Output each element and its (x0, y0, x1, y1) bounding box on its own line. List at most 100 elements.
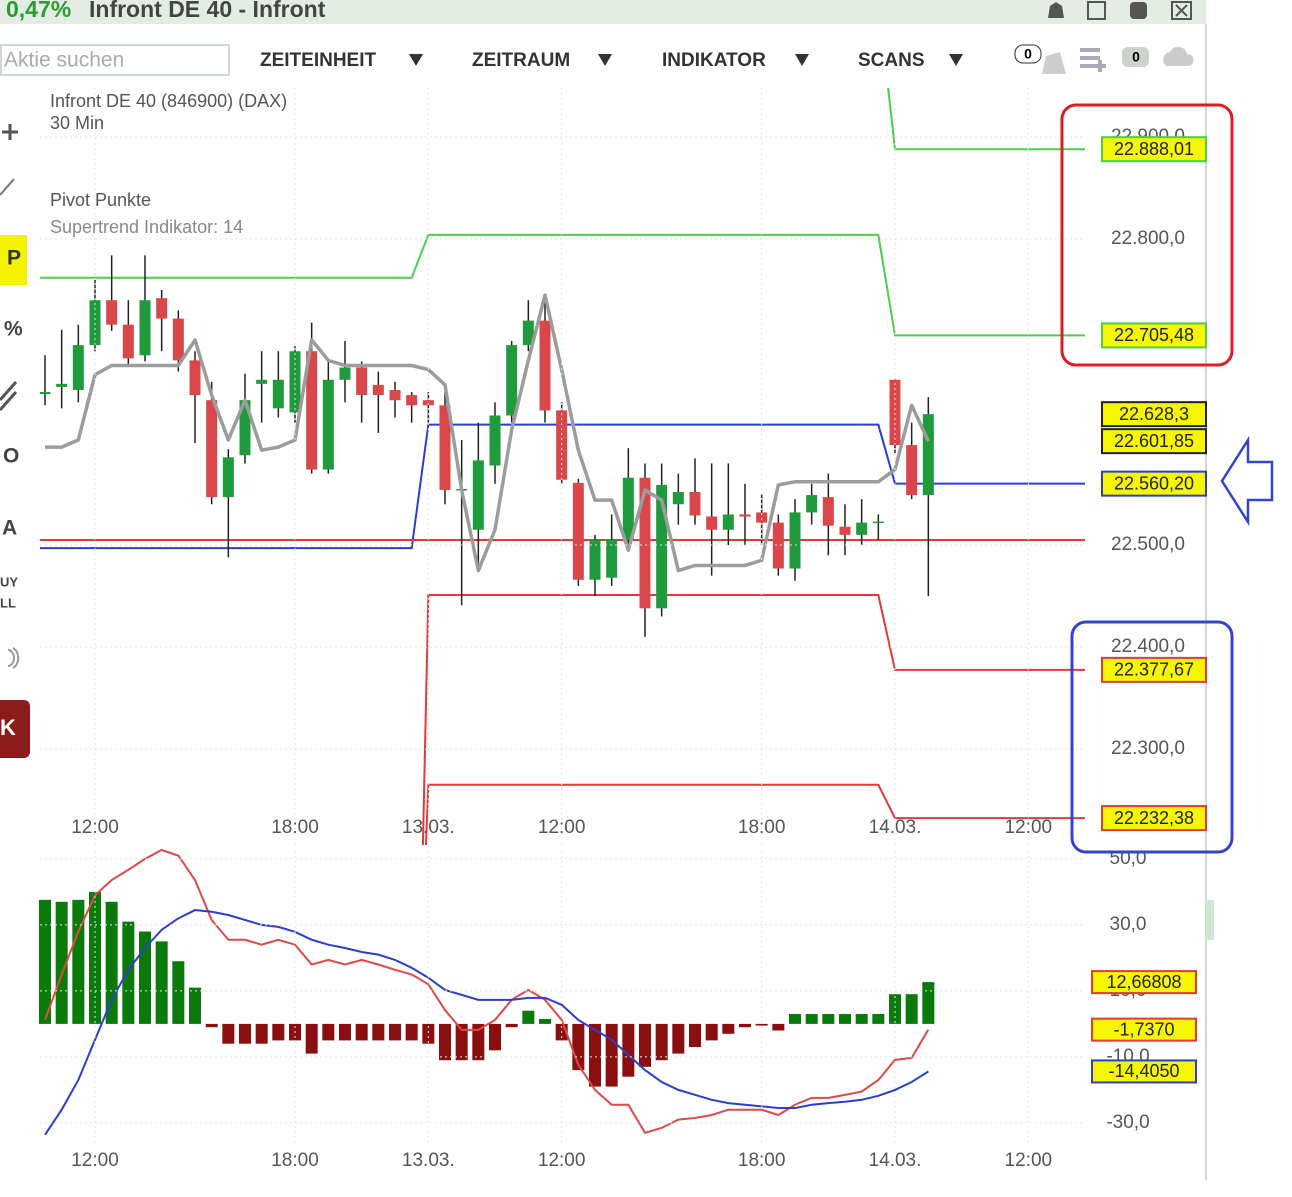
histogram-bar (722, 1023, 735, 1034)
bell-icon[interactable] (1048, 2, 1064, 18)
candle-body (289, 351, 301, 413)
menu-item[interactable]: SCANS (858, 50, 925, 71)
search-input[interactable] (0, 44, 230, 76)
candle-body (72, 345, 84, 390)
tool-icon[interactable] (0, 178, 15, 196)
cloud-icon[interactable] (1163, 46, 1194, 66)
y-tick-label: 22.500,0 (1111, 534, 1185, 555)
histogram-bar (389, 1023, 401, 1041)
candle-body (856, 522, 868, 535)
macd-chart: 12:00 18:00 13.03. 12:00 18:00 14.03. 12:0050,… (39, 848, 1150, 1171)
value-badge (1101, 322, 1207, 349)
menu-item[interactable]: INDIKATOR (662, 50, 766, 71)
candle-body (406, 395, 418, 406)
candle-body (556, 410, 568, 480)
value-badge-label: 22.232,38 (1114, 808, 1194, 828)
x-tick-label: 12:00 (1005, 817, 1053, 838)
tool-icon[interactable] (7, 647, 20, 669)
search-placeholder: Aktie suchen (4, 49, 124, 72)
candle-body (522, 320, 534, 346)
tool-icon[interactable] (0, 381, 18, 411)
candle-body (922, 414, 934, 496)
value-badge (1101, 136, 1207, 163)
candle-body (256, 379, 268, 384)
histogram-bar (222, 1023, 235, 1044)
candle-body (656, 484, 668, 609)
candle-body (356, 367, 368, 396)
dropdown-arrow[interactable] (598, 54, 612, 66)
candle-body (372, 384, 384, 396)
dropdown-arrow[interactable] (409, 54, 423, 66)
counter-badge (1122, 47, 1149, 67)
tool-label: K (0, 715, 16, 740)
histogram-bar (605, 1023, 618, 1087)
dropdown-arrow[interactable] (795, 54, 809, 66)
candle-body (689, 492, 701, 516)
candle-body (639, 477, 651, 609)
candle-body (339, 367, 351, 380)
candle-body (56, 383, 68, 387)
candle-body (306, 351, 318, 470)
highlight-box (1060, 103, 1234, 367)
value-badge (1091, 1059, 1197, 1084)
tool-icon[interactable] (2, 124, 18, 140)
scroll-handle[interactable] (1206, 900, 1214, 940)
value-badge (1091, 970, 1197, 995)
alert-icon[interactable] (1042, 52, 1066, 74)
x-tick-label: 12:00 (538, 817, 586, 838)
histogram-bar (205, 1023, 218, 1028)
histogram-bar (822, 1014, 835, 1024)
list-icon[interactable] (1080, 48, 1106, 72)
candle-body (439, 405, 451, 490)
candle-body (706, 516, 718, 530)
pivot-line (40, 233, 1085, 337)
menu-item[interactable]: ZEITRAUM (472, 50, 570, 71)
value-badge-label: -1,7370 (1113, 1019, 1174, 1039)
window-button[interactable] (1087, 1, 1106, 20)
tool-button[interactable] (0, 235, 27, 285)
candle-body (889, 379, 901, 446)
menu-item[interactable]: ZEITEINHEIT (260, 50, 377, 71)
close-button[interactable] (1171, 1, 1192, 20)
value-badge (1101, 401, 1207, 428)
histogram-bar (122, 921, 135, 1024)
candle-body (539, 320, 551, 411)
tool-label: UY (0, 574, 18, 589)
change-percent: 0,47% (6, 0, 71, 22)
histogram-bar (489, 1023, 501, 1051)
histogram-bar (189, 987, 201, 1024)
chart-subtitle: 30 Min (50, 113, 104, 133)
candle-body (906, 445, 918, 496)
histogram-bar (72, 899, 85, 1024)
candle-body (506, 345, 518, 416)
histogram-bar (805, 1014, 818, 1024)
x-tick-label: 18:00 (738, 1150, 786, 1171)
window-button[interactable] (1130, 2, 1147, 19)
counter: 0 (1132, 49, 1140, 65)
y-tick-label: 22.300,0 (1111, 738, 1185, 759)
supertrend-line (45, 293, 930, 573)
histogram-bar (755, 1023, 768, 1026)
histogram-bar (505, 1023, 518, 1028)
histogram-bar (472, 1023, 485, 1061)
candle-body (622, 477, 634, 540)
candle-body (206, 400, 218, 498)
candle-body (722, 514, 734, 530)
tool-button[interactable] (0, 700, 30, 758)
x-tick-label: 14.03. (869, 1150, 922, 1171)
histogram-bar (839, 1014, 851, 1024)
counter-badge (1014, 44, 1042, 64)
left-toolbar: P % O A UY LL K (0, 124, 30, 758)
candle-body (472, 460, 484, 530)
x-tick-label: 12:00 (538, 1150, 586, 1171)
menu-bar: ZEITEINHEIT ZEITRAUM INDIKATOR SCANS (260, 50, 963, 71)
candle-body (40, 392, 51, 395)
histogram-bar (405, 1023, 418, 1041)
counter: 0 (1024, 46, 1032, 62)
x-tick-label: 18:00 (271, 1150, 319, 1171)
candle-body (89, 300, 101, 346)
window-title: Infront DE 40 - Infront (89, 0, 326, 22)
dropdown-arrow[interactable] (949, 54, 963, 66)
y-tick-label: 22.800,0 (1111, 228, 1185, 249)
histogram-bar (322, 1023, 335, 1041)
